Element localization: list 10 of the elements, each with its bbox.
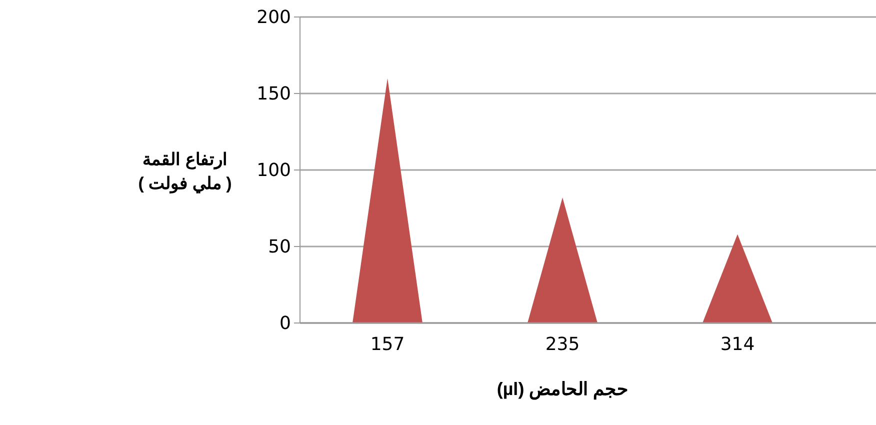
y-tick-label: 100 <box>256 160 291 181</box>
x-tick-label: 235 <box>545 334 580 355</box>
y-axis-title: ارتفاع القمة ( ملي فولت ) <box>138 150 232 194</box>
x-tick-label: 157 <box>370 334 405 355</box>
y-tick-label: 50 <box>268 236 291 258</box>
y-tick-label: 150 <box>256 83 291 104</box>
x-tick-label: 314 <box>720 334 755 355</box>
y-tick-label: 200 <box>256 6 291 28</box>
x-axis-title: حجم الحامض (µl) <box>496 379 628 400</box>
y-tick-label: 0 <box>280 312 291 334</box>
